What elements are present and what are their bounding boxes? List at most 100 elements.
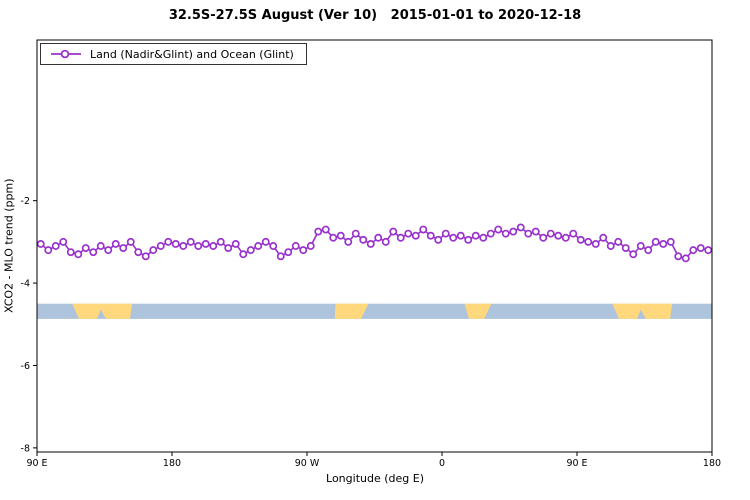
data-point bbox=[374, 233, 383, 242]
x-tick-label: 180 bbox=[703, 458, 721, 469]
data-point bbox=[479, 233, 488, 242]
data-point bbox=[696, 244, 705, 253]
data-point bbox=[351, 229, 360, 238]
data-point bbox=[606, 242, 615, 250]
data-point bbox=[381, 237, 390, 246]
data-point bbox=[291, 242, 300, 250]
y-tick-label: -6 bbox=[21, 361, 30, 372]
data-point bbox=[81, 244, 90, 253]
data-point bbox=[441, 229, 450, 238]
data-point bbox=[179, 242, 188, 250]
data-point bbox=[599, 233, 608, 242]
data-point bbox=[666, 237, 675, 246]
data-point bbox=[396, 233, 405, 242]
data-point bbox=[104, 246, 113, 255]
data-point bbox=[359, 235, 368, 244]
legend-label: Land (Nadir&Glint) and Ocean (Glint) bbox=[90, 47, 294, 61]
x-axis-label: Longitude (deg E) bbox=[326, 472, 424, 485]
data-point bbox=[329, 233, 338, 242]
data-point bbox=[689, 246, 698, 255]
data-point bbox=[276, 252, 285, 261]
x-tick-label: 0 bbox=[439, 458, 445, 469]
data-point bbox=[51, 242, 60, 250]
x-tick-label: 180 bbox=[163, 458, 181, 469]
data-point bbox=[681, 254, 690, 263]
data-point bbox=[239, 250, 248, 259]
data-point bbox=[164, 237, 173, 246]
data-point bbox=[509, 227, 518, 236]
plot-frame bbox=[36, 39, 713, 453]
x-tick-label: 90 W bbox=[295, 458, 320, 469]
data-point bbox=[389, 227, 398, 236]
legend-marker-icon bbox=[51, 49, 81, 59]
data-point bbox=[246, 246, 255, 255]
data-point bbox=[501, 229, 510, 238]
data-point bbox=[411, 231, 420, 240]
data-point bbox=[336, 231, 345, 240]
data-point bbox=[36, 239, 45, 248]
data-point bbox=[149, 246, 158, 255]
data-point bbox=[134, 248, 143, 257]
data-point bbox=[531, 227, 540, 236]
data-point bbox=[674, 252, 683, 261]
data-point bbox=[561, 233, 570, 242]
data-point bbox=[209, 242, 218, 250]
data-point bbox=[96, 242, 105, 250]
data-point bbox=[194, 242, 203, 250]
land-segment bbox=[464, 303, 492, 319]
data-point bbox=[299, 246, 308, 255]
ocean-band bbox=[37, 303, 712, 319]
data-point bbox=[126, 237, 135, 246]
legend: Land (Nadir&Glint) and Ocean (Glint) bbox=[40, 43, 307, 65]
data-point bbox=[216, 237, 225, 246]
data-point bbox=[321, 225, 330, 234]
data-point bbox=[644, 246, 653, 255]
data-point bbox=[524, 229, 533, 238]
data-point bbox=[186, 237, 195, 246]
data-point bbox=[464, 235, 473, 244]
data-point bbox=[171, 239, 180, 248]
data-point bbox=[254, 242, 263, 250]
data-point bbox=[539, 233, 548, 242]
y-tick-label: -4 bbox=[21, 279, 30, 290]
data-point bbox=[306, 242, 315, 250]
data-point bbox=[419, 225, 428, 234]
data-point bbox=[621, 244, 630, 253]
data-point bbox=[66, 248, 75, 257]
data-point bbox=[89, 248, 98, 257]
data-point bbox=[651, 237, 660, 246]
x-tick-label: 90 E bbox=[566, 458, 587, 469]
data-point bbox=[59, 237, 68, 246]
y-axis-label: XCO2 - MLO trend (ppm) bbox=[2, 178, 16, 314]
data-point bbox=[224, 244, 233, 253]
y-tick-label: -8 bbox=[21, 443, 30, 454]
data-point bbox=[119, 244, 128, 253]
data-point bbox=[471, 231, 480, 240]
data-point bbox=[516, 223, 525, 232]
data-point bbox=[74, 250, 83, 259]
data-point bbox=[704, 246, 713, 255]
data-point bbox=[284, 248, 293, 257]
data-point bbox=[269, 242, 278, 250]
data-point bbox=[584, 237, 593, 246]
data-point bbox=[659, 239, 668, 248]
land-segment bbox=[72, 303, 133, 319]
data-point bbox=[486, 229, 495, 238]
data-point bbox=[554, 231, 563, 240]
data-point bbox=[111, 239, 120, 248]
data-point bbox=[261, 237, 270, 246]
x-tick-label: 90 E bbox=[26, 458, 47, 469]
data-point bbox=[614, 237, 623, 246]
data-point bbox=[141, 252, 150, 261]
data-point bbox=[456, 231, 465, 240]
data-point bbox=[629, 250, 638, 259]
data-point bbox=[434, 235, 443, 244]
chart-title: 32.5S-27.5S August (Ver 10) 2015-01-01 t… bbox=[168, 8, 582, 23]
data-point bbox=[344, 237, 353, 246]
data-point bbox=[576, 235, 585, 244]
data-point bbox=[569, 229, 578, 238]
data-point bbox=[366, 239, 375, 248]
data-point bbox=[591, 239, 600, 248]
